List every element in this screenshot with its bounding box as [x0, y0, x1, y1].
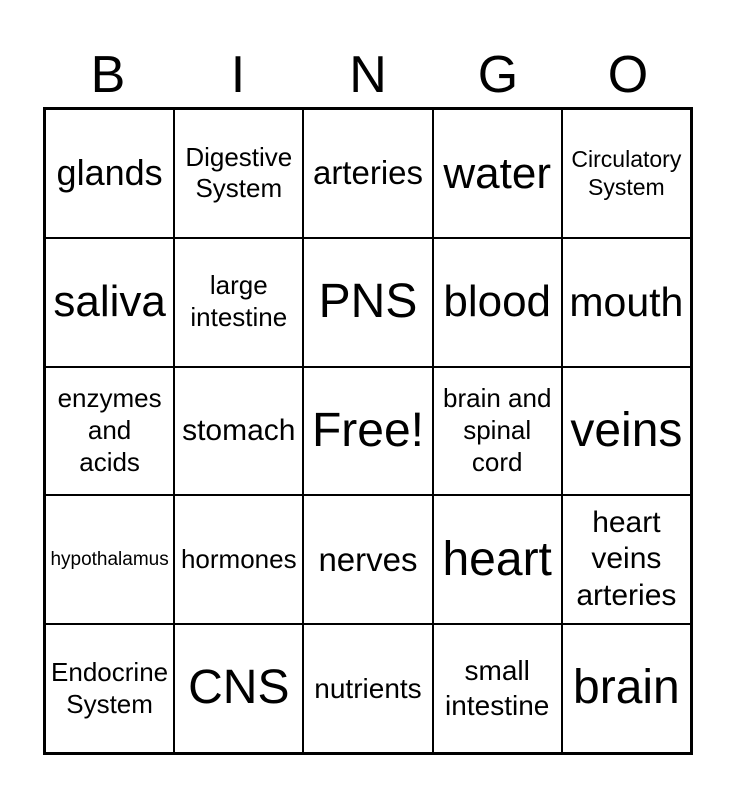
- cell-veins[interactable]: veins: [561, 366, 691, 496]
- cell-heart-veins-arteries[interactable]: heart veins arteries: [561, 495, 691, 625]
- cell-hormones[interactable]: hormones: [174, 495, 304, 625]
- cell-pns[interactable]: PNS: [303, 237, 433, 367]
- cell-circulatory-system[interactable]: Circulatory System: [561, 109, 691, 238]
- cell-water[interactable]: water: [432, 109, 562, 238]
- cell-brain[interactable]: brain: [561, 624, 691, 753]
- cell-glands[interactable]: glands: [45, 109, 175, 238]
- cell-endocrine-system[interactable]: Endocrine System: [45, 624, 175, 753]
- bingo-letter-g: G: [477, 46, 519, 104]
- bingo-title: B I N G O: [43, 45, 693, 105]
- cell-mouth[interactable]: mouth: [561, 237, 691, 367]
- cell-small-intestine[interactable]: small intestine: [432, 624, 562, 753]
- bingo-letter-b: B: [90, 46, 126, 104]
- cell-stomach[interactable]: stomach: [174, 366, 304, 496]
- cell-nutrients[interactable]: nutrients: [303, 624, 433, 753]
- cell-cns[interactable]: CNS: [174, 624, 304, 753]
- bingo-card-grid: glands Digestive System arteries water C…: [43, 107, 693, 755]
- cell-free-space[interactable]: Free!: [303, 366, 433, 496]
- cell-enzymes-and-acids[interactable]: enzymes and acids: [45, 366, 175, 496]
- bingo-letter-i: I: [230, 46, 246, 104]
- cell-blood[interactable]: blood: [432, 237, 562, 367]
- cell-digestive-system[interactable]: Digestive System: [174, 109, 304, 238]
- cell-hypothalamus[interactable]: hypothalamus: [45, 495, 175, 625]
- cell-nerves[interactable]: nerves: [303, 495, 433, 625]
- cell-brain-and-spinal-cord[interactable]: brain and spinal cord: [432, 366, 562, 496]
- cell-arteries[interactable]: arteries: [303, 109, 433, 238]
- cell-heart[interactable]: heart: [432, 495, 562, 625]
- bingo-letter-n: N: [349, 46, 387, 104]
- bingo-letter-o: O: [607, 46, 649, 104]
- cell-large-intestine[interactable]: large intestine: [174, 237, 304, 367]
- cell-saliva[interactable]: saliva: [45, 237, 175, 367]
